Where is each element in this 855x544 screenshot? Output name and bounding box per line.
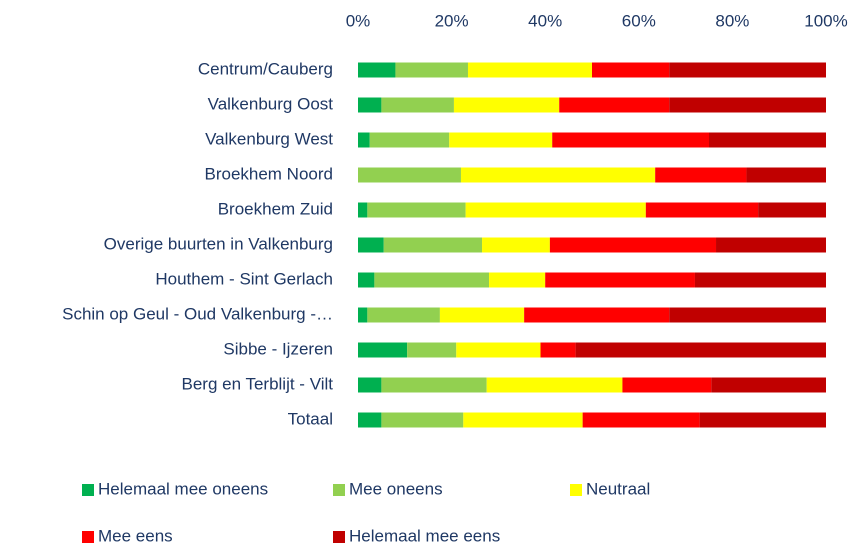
legend-swatch (333, 531, 345, 543)
bar-segment (645, 202, 759, 218)
bar-segment (746, 167, 826, 183)
legend-swatch (82, 531, 94, 543)
category-label: Valkenburg Oost (208, 94, 334, 113)
bar-segment (465, 202, 646, 218)
bar-segment (463, 412, 583, 428)
bar-segment (358, 202, 368, 218)
bar-segment (439, 307, 525, 323)
bar-segment (358, 412, 382, 428)
bar-segment (575, 342, 826, 358)
x-tick-label: 40% (528, 11, 562, 30)
legend-swatch (333, 484, 345, 496)
bar-segment (489, 272, 546, 288)
bar-segment (456, 342, 541, 358)
bar-segment (374, 272, 490, 288)
bar-segment (524, 307, 670, 323)
bar-segment (582, 412, 700, 428)
bar-segment (549, 237, 717, 253)
x-tick-label: 0% (346, 11, 371, 30)
bar-segment (383, 237, 483, 253)
bar-segment (358, 272, 375, 288)
legend-label: Helemaal mee eens (349, 526, 500, 544)
bar-segment (381, 377, 487, 393)
bar-segment (711, 377, 826, 393)
legend-label: Mee oneens (349, 479, 443, 498)
x-tick-label: 80% (715, 11, 749, 30)
bar-segment (453, 97, 560, 113)
bar-segment (694, 272, 826, 288)
bar-segment (540, 342, 576, 358)
bar-segment (552, 132, 709, 148)
bar-segment (716, 237, 826, 253)
bar-segment (358, 377, 382, 393)
bar-segment (381, 412, 464, 428)
category-label: Schin op Geul - Oud Valkenburg -… (62, 304, 333, 323)
bar-segment (358, 62, 396, 78)
bar-segment (559, 97, 670, 113)
bar-segment (467, 62, 592, 78)
bar-segment (407, 342, 457, 358)
legend-label: Helemaal mee oneens (98, 479, 268, 498)
category-label: Valkenburg West (205, 129, 333, 148)
bar-segment (381, 97, 454, 113)
bar-segment (358, 132, 370, 148)
bar-segment (367, 202, 466, 218)
bar-segment (369, 132, 450, 148)
bar-segment (699, 412, 826, 428)
bar-segment (592, 62, 670, 78)
category-label: Berg en Terblijt - Vilt (182, 374, 334, 393)
category-label: Totaal (288, 409, 333, 428)
legend-swatch (570, 484, 582, 496)
bar-segment (758, 202, 826, 218)
bar-segment (358, 307, 368, 323)
category-label: Broekhem Zuid (218, 199, 333, 218)
legend-label: Neutraal (586, 479, 650, 498)
x-tick-label: 100% (804, 11, 847, 30)
bar-segment (486, 377, 623, 393)
bar-segment (358, 167, 461, 183)
category-label: Overige buurten in Valkenburg (104, 234, 333, 253)
x-tick-label: 60% (622, 11, 656, 30)
x-tick-label: 20% (435, 11, 469, 30)
legend-swatch (82, 484, 94, 496)
bar-segment (622, 377, 712, 393)
bar-segment (460, 167, 656, 183)
bar-segment (655, 167, 747, 183)
bar-segment (358, 342, 408, 358)
bar-segment (669, 307, 826, 323)
legend-label: Mee eens (98, 526, 173, 544)
bar-segment (482, 237, 550, 253)
bar-segment (358, 97, 382, 113)
category-label: Sibbe - Ijzeren (223, 339, 333, 358)
bar-segment (395, 62, 468, 78)
category-label: Broekhem Noord (204, 164, 333, 183)
category-label: Centrum/Cauberg (198, 59, 333, 78)
bar-segment (545, 272, 695, 288)
bar-segment (669, 62, 826, 78)
bar-segment (709, 132, 826, 148)
bar-segment (669, 97, 826, 113)
bar-segment (358, 237, 384, 253)
bar-segment (449, 132, 553, 148)
bar-segment (367, 307, 440, 323)
category-label: Houthem - Sint Gerlach (155, 269, 333, 288)
